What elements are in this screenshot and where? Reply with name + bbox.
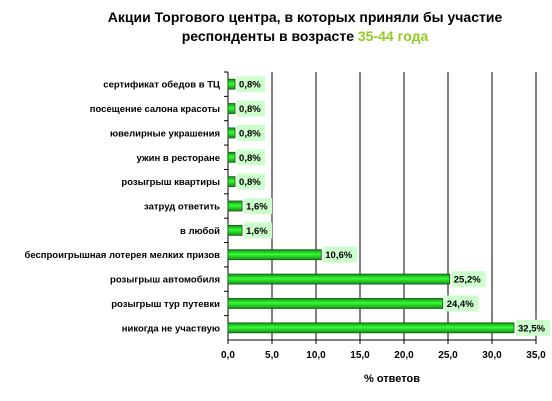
bar	[227, 224, 243, 236]
bar	[227, 249, 322, 261]
x-tick-label: 20,0	[394, 350, 414, 361]
data-label-bg	[516, 319, 550, 336]
data-label: 32,5%	[518, 323, 545, 334]
bar	[227, 127, 236, 139]
x-tick-label: 15,0	[350, 350, 370, 361]
data-label: 0,8%	[239, 80, 261, 91]
category-label: ужин в ресторане	[136, 153, 220, 164]
data-label: 24,4%	[447, 299, 474, 310]
data-label-bg	[323, 246, 358, 263]
chart-title-highlight: 35-44 года	[357, 28, 429, 44]
data-label-bg	[444, 295, 479, 312]
data-label-bg	[237, 124, 266, 141]
data-label: 0,8%	[239, 153, 261, 164]
category-label: посещение салона красоты	[90, 104, 220, 115]
bar	[227, 200, 243, 212]
data-label: 0,8%	[239, 177, 261, 188]
x-tick-label: 10,0	[306, 350, 326, 361]
category-label: никогда не участвую	[122, 323, 220, 334]
bar	[227, 298, 444, 309]
category-label: розыгрыш квартиры	[121, 177, 220, 188]
chart-title-line2-text: респонденты в возрасте	[181, 28, 358, 44]
data-label-bg	[244, 198, 273, 214]
data-label: 1,6%	[246, 226, 268, 237]
category-label: беспроигрышная лотерея мелких призов	[24, 250, 220, 261]
chart-title-line1: Акции Торгового центра, в которых принял…	[107, 9, 503, 25]
data-label: 0,8%	[239, 128, 261, 139]
category-label: сертификат обедов в ТЦ	[103, 80, 220, 91]
chart-title-line2: респонденты в возрасте 35-44 года	[60, 27, 550, 46]
category-label: в любой	[180, 226, 220, 237]
data-label-bg	[451, 271, 486, 288]
bar	[227, 103, 236, 114]
x-tick-label: 30,0	[482, 350, 502, 361]
x-tick-label: 25,0	[438, 350, 458, 361]
category-label: затруд ответить	[144, 202, 220, 213]
chart-title: Акции Торгового центра, в которых принял…	[60, 8, 550, 46]
bar	[227, 273, 451, 285]
data-label-bg	[237, 173, 266, 190]
category-label: розыгрыш тур путевки	[111, 299, 220, 310]
data-label-bg	[237, 76, 266, 93]
data-label: 0,8%	[239, 104, 261, 115]
data-label-bg	[237, 100, 266, 117]
bar	[227, 322, 515, 334]
data-label: 25,2%	[454, 275, 481, 286]
bar	[227, 176, 236, 188]
category-label: ювелирные украшения	[110, 128, 220, 139]
data-label: 10,6%	[325, 250, 352, 261]
data-label-bg	[244, 222, 273, 239]
category-label: розыгрыш автомобиля	[110, 275, 220, 286]
data-label-bg	[237, 149, 266, 166]
bar	[227, 78, 236, 90]
x-tick-label: 5,0	[265, 350, 279, 361]
x-tick-label: 35,0	[526, 350, 546, 361]
data-label: 1,6%	[246, 202, 268, 213]
x-axis-title: % ответов	[364, 373, 420, 385]
bar	[227, 151, 236, 163]
x-tick-label: 0,0	[221, 350, 235, 361]
